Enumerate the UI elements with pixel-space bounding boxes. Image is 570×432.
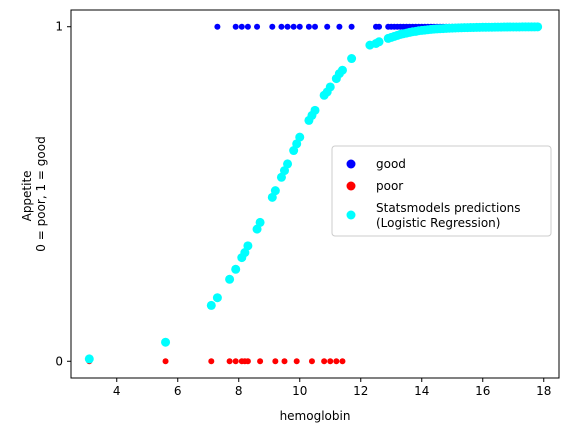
data-point-prediction xyxy=(292,139,302,149)
data-point-good xyxy=(336,23,343,30)
data-point-prediction xyxy=(206,300,216,310)
data-point-prediction xyxy=(374,37,384,47)
data-point-poor xyxy=(339,358,346,365)
data-point-good xyxy=(324,23,331,30)
legend-label-poor: poor xyxy=(376,179,403,193)
legend-marker-poor xyxy=(346,181,356,191)
y-axis-label: Appetite 0 = poor, 1 = good xyxy=(20,136,48,251)
data-point-prediction xyxy=(325,82,335,92)
data-point-poor xyxy=(257,358,264,365)
legend-label-good: good xyxy=(376,157,406,171)
x-tick-label: 18 xyxy=(536,384,551,398)
x-axis-ticks: 4 6 8 10 12 14 16 18 xyxy=(113,378,551,398)
data-point-poor xyxy=(244,358,251,365)
data-point-poor xyxy=(327,358,334,365)
data-point-good xyxy=(376,23,383,30)
data-point-poor xyxy=(232,358,239,365)
data-point-poor xyxy=(333,358,340,365)
x-axis-label: hemoglobin xyxy=(280,409,351,423)
data-point-prediction xyxy=(225,274,235,284)
data-point-good xyxy=(278,23,285,30)
data-point-prediction xyxy=(280,166,289,176)
legend-box xyxy=(331,145,552,237)
data-point-prediction xyxy=(84,354,94,364)
data-point-prediction xyxy=(161,337,171,347)
data-point-prediction xyxy=(337,65,347,75)
data-point-good xyxy=(238,23,245,30)
x-tick-label: 6 xyxy=(174,384,182,398)
data-point-good xyxy=(244,23,251,30)
legend-label-predictions-line-1: Statsmodels predictions xyxy=(376,201,521,215)
x-tick-label: 4 xyxy=(113,384,121,398)
data-point-prediction xyxy=(276,172,286,182)
data-point-poor xyxy=(272,358,279,365)
axes-frame xyxy=(70,9,560,379)
data-point-good xyxy=(232,23,239,30)
data-point-prediction xyxy=(252,224,262,234)
x-tick-label: 10 xyxy=(292,384,307,398)
x-tick-label: 16 xyxy=(475,384,490,398)
data-point-good xyxy=(312,23,318,30)
data-point-poor xyxy=(162,358,169,365)
data-point-poor xyxy=(281,358,288,365)
legend-marker-predictions xyxy=(346,210,356,220)
y-tick-label: 0 xyxy=(55,354,63,368)
data-point-prediction xyxy=(243,241,253,251)
data-point-poor xyxy=(308,358,315,365)
legend-label-predictions: Statsmodels predictions (Logistic Regres… xyxy=(376,201,524,230)
data-point-poor xyxy=(321,358,328,365)
data-point-prediction xyxy=(240,248,250,258)
data-point-prediction xyxy=(289,146,299,156)
legend-marker-good xyxy=(346,159,356,169)
data-point-prediction xyxy=(267,192,277,202)
x-tick-label: 14 xyxy=(414,384,429,398)
x-tick-label: 12 xyxy=(353,384,368,398)
data-point-good xyxy=(284,23,291,30)
data-point-prediction xyxy=(283,159,293,169)
plot-area xyxy=(84,22,543,365)
data-point-good xyxy=(290,23,297,30)
data-point-prediction xyxy=(255,217,265,227)
data-point-prediction xyxy=(347,54,357,64)
data-point-prediction xyxy=(270,186,280,196)
data-point-good xyxy=(269,23,276,30)
y-tick-label: 1 xyxy=(55,20,63,34)
data-point-prediction xyxy=(310,105,320,115)
data-point-prediction xyxy=(231,264,241,274)
y-axis-label-line-1: Appetite xyxy=(20,170,34,221)
legend: good poor Statsmodels predictions (Logis… xyxy=(331,145,552,237)
data-point-prediction xyxy=(295,132,305,142)
y-axis-label-line-2: 0 = poor, 1 = good xyxy=(34,136,48,251)
data-point-good xyxy=(254,23,261,30)
data-point-good xyxy=(348,23,355,30)
data-point-poor xyxy=(293,358,300,365)
data-point-good xyxy=(214,23,221,30)
x-tick-label: 8 xyxy=(235,384,243,398)
data-point-good xyxy=(305,23,312,30)
legend-label-predictions-line-2: (Logistic Regression) xyxy=(376,216,500,230)
data-point-good xyxy=(296,23,303,30)
data-point-poor xyxy=(226,358,233,365)
data-point-prediction xyxy=(212,293,222,303)
data-point-poor xyxy=(208,358,215,365)
y-axis-ticks: 01 xyxy=(55,20,71,368)
data-point-prediction xyxy=(533,22,543,32)
